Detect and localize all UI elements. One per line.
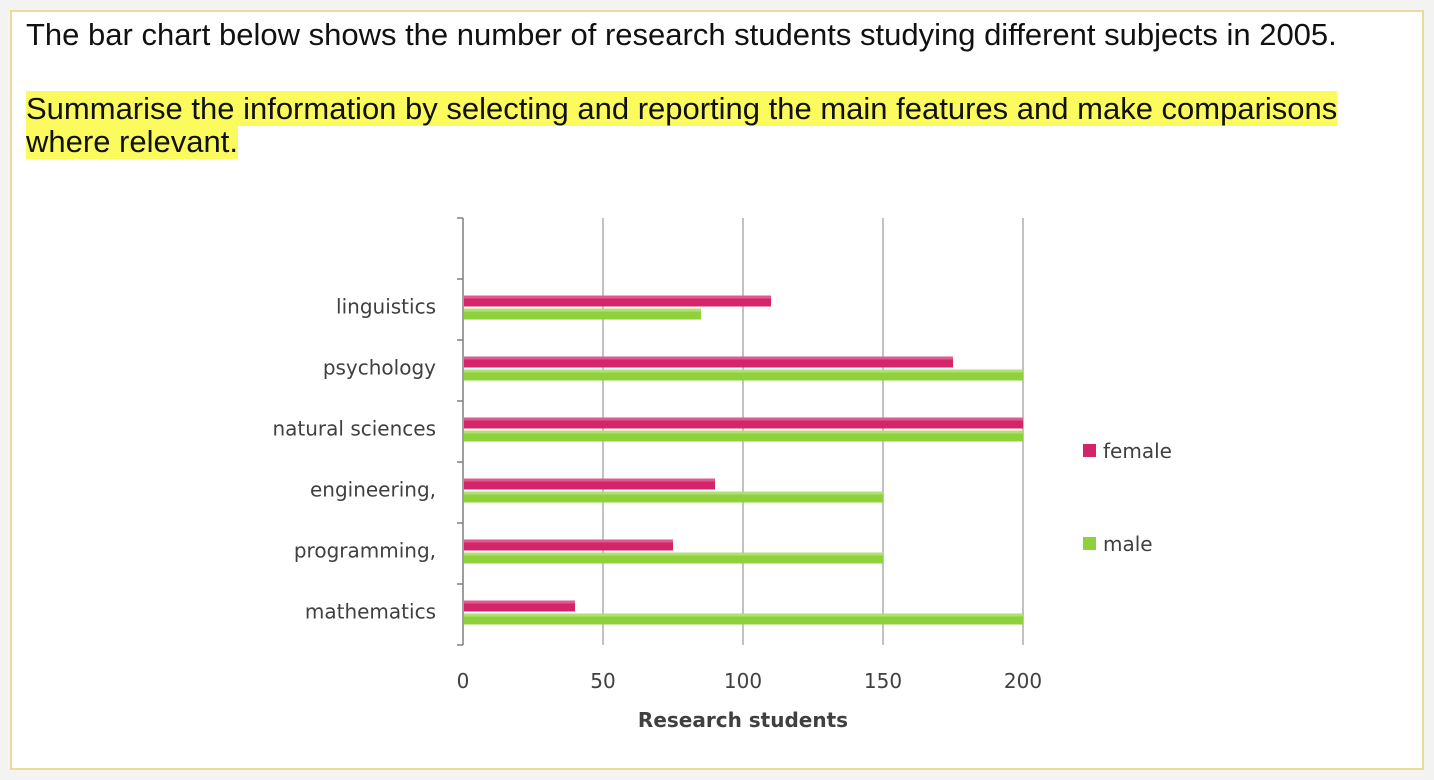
category-label: linguistics xyxy=(336,295,436,319)
legend-swatch-female xyxy=(1083,444,1096,457)
bar-male-2 xyxy=(464,430,1023,442)
bar-male-shine-4 xyxy=(464,552,883,556)
category-label: engineering, xyxy=(310,478,436,502)
x-tick-label: 100 xyxy=(724,669,762,693)
bar-female-0 xyxy=(464,295,771,307)
x-tick-label: 0 xyxy=(457,669,470,693)
card-frame xyxy=(10,10,1424,770)
legend-swatch-male xyxy=(1083,537,1096,550)
bar-male-1 xyxy=(464,369,1023,381)
category-label: mathematics xyxy=(305,600,436,624)
bar-female-4 xyxy=(464,539,673,551)
legend-label-male: male xyxy=(1103,532,1153,556)
bar-female-3 xyxy=(464,478,715,490)
x-tick-label: 50 xyxy=(590,669,615,693)
bar-male-shine-0 xyxy=(464,308,701,312)
bar-male-3 xyxy=(464,491,883,503)
bar-male-shine-3 xyxy=(464,491,883,495)
task-prompt: The bar chart below shows the number of … xyxy=(26,17,1337,52)
x-tick-label: 150 xyxy=(864,669,902,693)
x-tick-label: 200 xyxy=(1004,669,1042,693)
bar-male-shine-2 xyxy=(464,430,1023,434)
bar-female-1 xyxy=(464,356,953,368)
bar-male-5 xyxy=(464,613,1023,625)
bar-female-5 xyxy=(464,600,575,612)
legend-label-female: female xyxy=(1103,439,1172,463)
category-label: programming, xyxy=(294,539,436,563)
bar-female-2 xyxy=(464,417,1023,429)
bar-male-4 xyxy=(464,552,883,564)
bar-male-shine-5 xyxy=(464,613,1023,617)
bar-male-0 xyxy=(464,308,701,320)
category-label: psychology xyxy=(323,356,436,380)
task-instruction: Summarise the information by selecting a… xyxy=(26,91,1416,159)
bar-female-shine-4 xyxy=(464,539,673,543)
bar-female-shine-2 xyxy=(464,417,1023,421)
bar-female-shine-3 xyxy=(464,478,715,482)
bar-female-shine-5 xyxy=(464,600,575,604)
x-axis-title: Research students xyxy=(638,708,848,732)
bar-female-shine-0 xyxy=(464,295,771,299)
bar-female-shine-1 xyxy=(464,356,953,360)
bar-male-shine-1 xyxy=(464,369,1023,373)
category-label: natural sciences xyxy=(272,417,436,441)
